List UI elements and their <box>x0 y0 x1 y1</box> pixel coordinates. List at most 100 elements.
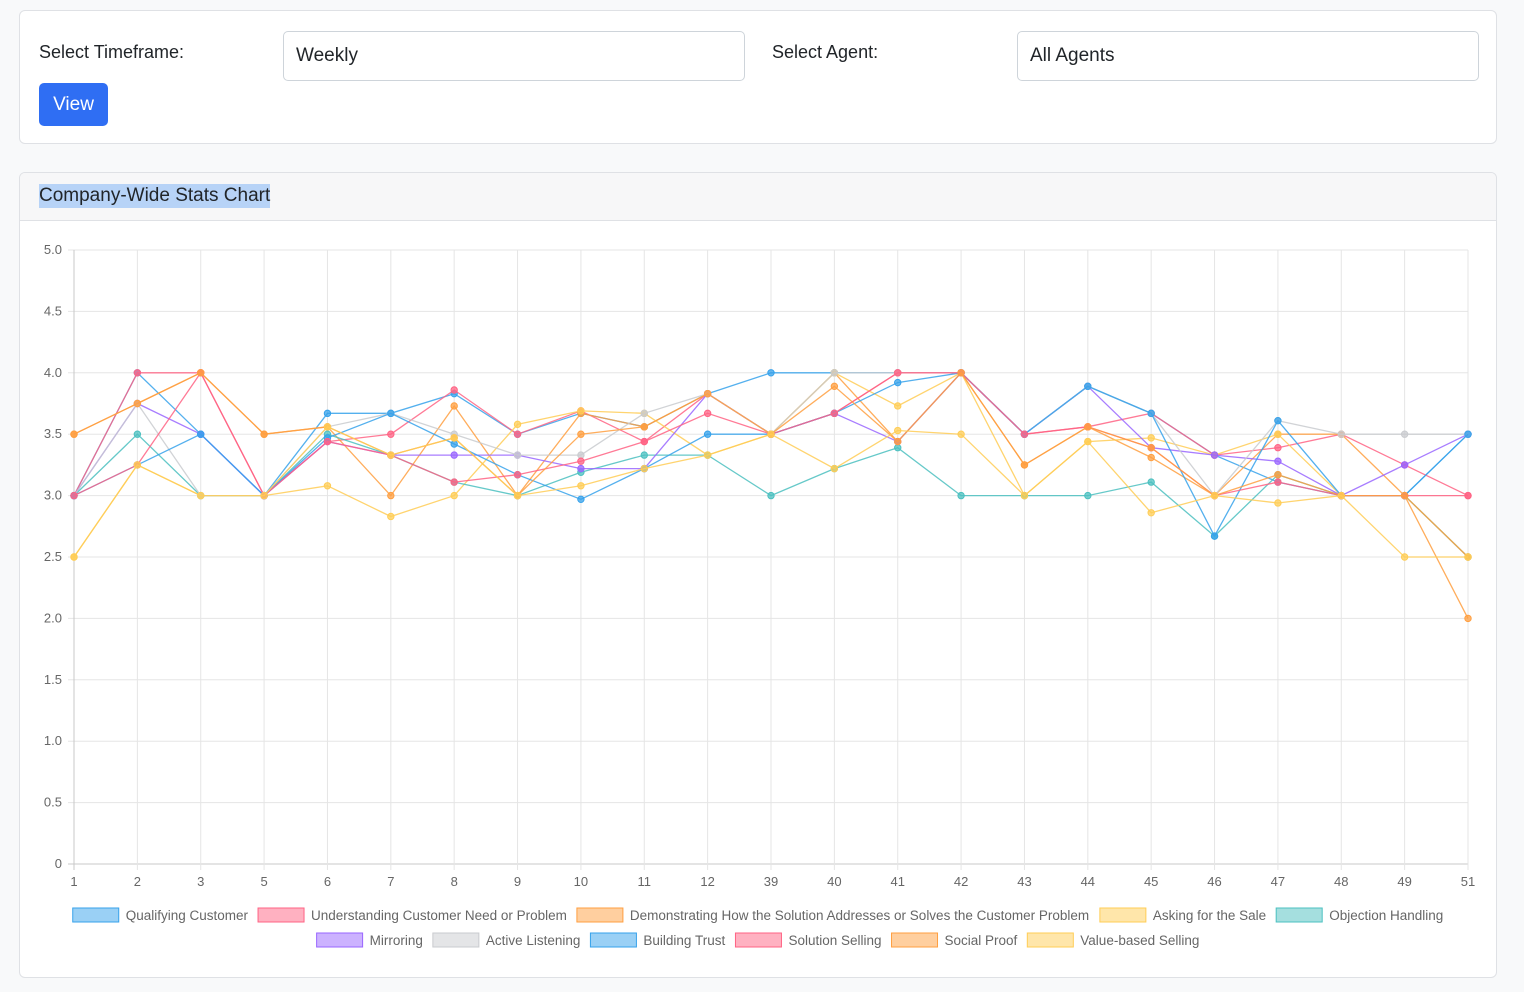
x-tick-label: 44 <box>1081 874 1095 889</box>
data-point <box>1020 461 1029 469</box>
data-point <box>703 430 712 438</box>
y-tick-label: 2.0 <box>44 610 62 625</box>
chart-card-header: Company-Wide Stats Chart <box>20 173 1496 221</box>
data-point <box>1020 430 1029 438</box>
data-point <box>387 451 395 459</box>
legend-swatch <box>891 932 939 948</box>
data-point <box>1464 553 1472 561</box>
y-tick-label: 4.5 <box>44 303 62 318</box>
y-tick-label: 4.0 <box>44 365 62 380</box>
legend-label: Objection Handling <box>1329 908 1443 923</box>
data-point <box>1274 457 1282 465</box>
data-point <box>1400 491 1409 500</box>
x-tick-label: 7 <box>387 874 394 889</box>
data-point <box>450 434 458 442</box>
data-point <box>513 491 522 500</box>
data-point <box>703 409 712 418</box>
data-point <box>387 512 395 521</box>
y-tick-label: 3.5 <box>44 426 62 441</box>
x-tick-label: 10 <box>574 874 588 889</box>
data-point <box>323 409 332 418</box>
data-point <box>1274 471 1282 479</box>
x-tick-label: 47 <box>1271 874 1285 889</box>
legend-label: Active Listening <box>486 933 581 948</box>
x-tick-label: 12 <box>700 874 714 889</box>
data-point <box>70 430 78 438</box>
x-tick-label: 41 <box>890 874 904 889</box>
x-tick-label: 6 <box>324 874 331 889</box>
data-point <box>450 491 458 500</box>
agent-select[interactable]: All Agents <box>1017 31 1479 81</box>
data-point <box>513 430 522 438</box>
data-point <box>1274 478 1282 486</box>
data-point <box>894 437 902 446</box>
view-button[interactable]: View <box>39 83 108 126</box>
data-point <box>133 369 142 377</box>
legend-swatch <box>257 907 305 923</box>
y-tick-label: 5.0 <box>44 242 62 257</box>
data-point <box>1020 491 1029 500</box>
data-point <box>957 491 965 500</box>
data-point <box>387 491 395 500</box>
data-point <box>640 464 648 473</box>
data-point <box>767 491 775 500</box>
data-point <box>197 369 205 377</box>
data-point <box>323 482 332 490</box>
data-point <box>1400 430 1409 438</box>
x-tick-label: 5 <box>260 874 267 889</box>
legend-label: Solution Selling <box>788 933 881 948</box>
data-point <box>1400 461 1409 469</box>
data-point <box>767 430 775 438</box>
data-point <box>830 382 839 391</box>
x-tick-label: 8 <box>451 874 458 889</box>
data-point <box>830 464 839 473</box>
legend-swatch <box>316 932 364 948</box>
data-point <box>1274 499 1282 507</box>
data-point <box>894 369 902 377</box>
data-point <box>70 553 78 561</box>
data-point <box>1210 451 1219 459</box>
timeframe-select[interactable]: Weekly <box>283 31 745 81</box>
legend-swatch <box>1099 907 1147 923</box>
data-point <box>1464 430 1472 438</box>
legend-label: Understanding Customer Need or Problem <box>311 908 567 923</box>
x-tick-label: 1 <box>70 874 77 889</box>
data-point <box>1084 382 1092 391</box>
data-point <box>894 402 902 410</box>
x-tick-label: 45 <box>1144 874 1158 889</box>
data-point <box>577 457 585 465</box>
data-point <box>894 378 902 387</box>
agent-label: Select Agent: <box>772 42 879 62</box>
data-point <box>260 491 268 500</box>
legend-label: Asking for the Sale <box>1153 908 1266 923</box>
data-point <box>513 451 522 459</box>
x-tick-label: 43 <box>1017 874 1031 889</box>
data-point <box>260 430 268 438</box>
y-tick-label: 0 <box>55 856 62 871</box>
data-point <box>387 430 395 438</box>
legend-swatch <box>432 932 480 948</box>
data-point <box>1400 553 1409 561</box>
data-point <box>830 409 839 418</box>
data-point <box>1274 416 1282 425</box>
data-point <box>513 420 522 429</box>
data-point <box>70 491 78 500</box>
x-tick-label: 2 <box>134 874 141 889</box>
y-tick-label: 1.0 <box>44 733 62 748</box>
data-point <box>1210 491 1219 500</box>
legend-swatch <box>734 932 782 948</box>
data-point <box>513 471 522 479</box>
x-tick-label: 49 <box>1397 874 1411 889</box>
data-point <box>1210 532 1219 540</box>
data-point <box>1147 409 1155 418</box>
data-point <box>450 402 458 410</box>
data-point <box>1147 444 1155 452</box>
data-point <box>197 491 205 500</box>
data-point <box>577 482 585 490</box>
data-point <box>957 369 965 377</box>
legend-label: Demonstrating How the Solution Addresses… <box>630 908 1089 923</box>
y-tick-label: 1.5 <box>44 672 62 687</box>
data-point <box>1084 437 1092 446</box>
x-tick-label: 40 <box>827 874 841 889</box>
x-tick-label: 42 <box>954 874 968 889</box>
